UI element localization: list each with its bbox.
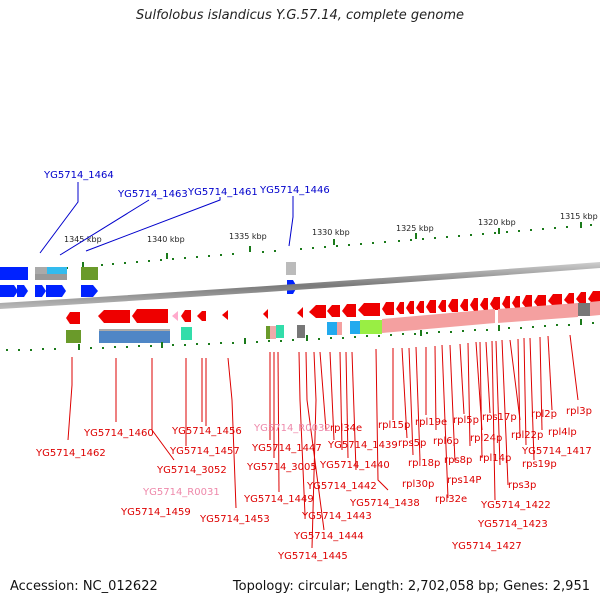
gene-label: YG5714_1457 (169, 446, 240, 457)
bottom-gene-labels: YG5714_1462 YG5714_1460 YG5714_1456 YG57… (35, 406, 592, 562)
gene-label: rpl34e (330, 423, 362, 434)
gene-label: rpl30p (402, 479, 434, 490)
top-gene-labels: YG5714_1464 YG5714_1463 YG5714_1461 YG57… (43, 170, 330, 200)
scale-label: 1345 kbp (64, 235, 102, 244)
gene-label: rps14P (447, 475, 481, 486)
gene-label: YG5714_1440 (319, 460, 390, 471)
gene-label: rpl24p (470, 433, 502, 444)
genome-backbone (0, 262, 600, 309)
gene-label: rpl14p (479, 453, 511, 464)
gene-label: rps3p (508, 480, 536, 491)
gene-label: YG5714_R0032 (253, 423, 331, 434)
gene-label: YG5714_1447 (251, 443, 322, 454)
gene-label: YG5714_1417 (521, 446, 592, 457)
gene-label: rpl2p (531, 409, 557, 420)
gene-label: rpl18p (408, 458, 440, 469)
gene-label: rpl4lp (548, 427, 577, 438)
gene-label: YG5714_3052 (156, 465, 227, 476)
gene-label: rps19p (522, 459, 557, 470)
reverse-features (66, 291, 600, 324)
gene-label: rpl5p (453, 415, 479, 426)
scale-label: 1325 kbp (396, 224, 434, 233)
gene-label: YG5714_1443 (301, 511, 372, 522)
gene-label: rpl22p (511, 430, 543, 441)
top-leader-lines (39, 182, 294, 256)
gene-label: YG5714_1459 (120, 507, 191, 518)
gene-label: YG5714_1427 (451, 541, 522, 552)
scale-label: 1320 kbp (478, 218, 516, 227)
gene-label: rps5p (398, 438, 426, 449)
gene-label: YG5714_1438 (349, 498, 420, 509)
inner-scale-major-ticks (78, 319, 582, 350)
bottom-leader-lines (67, 334, 579, 549)
gene-label: YG5714_1449 (243, 494, 314, 505)
genome-title: Sulfolobus islandicus Y.G.57.14, complet… (136, 8, 464, 23)
gene-label: YG5714_1463 (117, 189, 188, 200)
outer-scale-major-ticks (82, 222, 582, 268)
forward-features (0, 262, 297, 297)
gene-label: YG5714_1445 (277, 551, 348, 562)
scale-labels: 1345 kbp 1340 kbp 1335 kbp 1330 kbp 1325… (64, 212, 598, 244)
gene-label: rpl32e (435, 494, 467, 505)
gene-label: rpl6p (433, 436, 459, 447)
gene-label: YG5714_1460 (83, 428, 154, 439)
gene-label: rpl19e (415, 417, 447, 428)
gene-label: YG5714_1453 (199, 514, 270, 525)
gene-label: YG5714_1446 (259, 185, 330, 196)
reverse-blocks (66, 301, 600, 343)
genome-summary-text: Topology: circular; Length: 2,702,058 bp… (232, 579, 590, 594)
outer-scale-dots (6, 224, 592, 272)
gene-label: rps17p (482, 412, 517, 423)
gene-label: YG5714_1461 (187, 187, 258, 198)
gene-label: YG5714_1422 (480, 500, 551, 511)
scale-label: 1330 kbp (312, 228, 350, 237)
gene-label: rpl15p (378, 420, 410, 431)
gene-label: YG5714_1456 (171, 426, 242, 437)
scale-label: 1315 kbp (560, 212, 598, 221)
accession-text: Accession: NC_012622 (10, 579, 158, 594)
gene-label: YG5714_3005 (246, 462, 317, 473)
gene-label: YG5714_R0031 (142, 487, 220, 498)
gene-label: YG5714_1462 (35, 448, 106, 459)
gene-label: YG5714_1423 (477, 519, 548, 530)
gene-label: rps8p (444, 455, 472, 466)
inner-scale-dots (6, 322, 594, 351)
scale-label: 1335 kbp (229, 232, 267, 241)
scale-label: 1340 kbp (147, 235, 185, 244)
gene-label: rpl3p (566, 406, 592, 417)
gene-label: YG5714_1444 (293, 531, 364, 542)
gene-label: YG5714_1464 (43, 170, 114, 181)
gene-label: YG5714_1439 (327, 440, 398, 451)
gene-label: YG5714_1442 (306, 481, 377, 492)
